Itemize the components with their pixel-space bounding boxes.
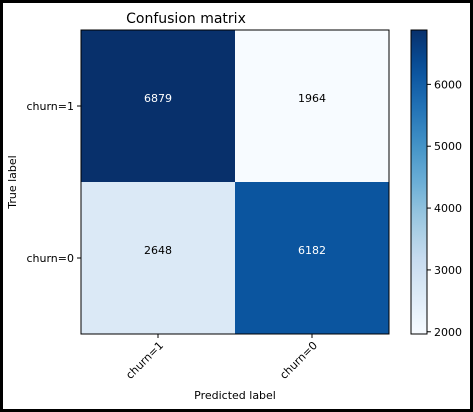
colorbar [410,29,428,335]
x-axis-label: Predicted label [194,389,276,402]
colorbar-tick-label: 4000 [434,202,462,215]
figure: Confusion matrix 6879 1964 2648 6182 churn=… [3,3,470,409]
x-axis-ticks: churn=1 churn=0 [123,334,320,382]
heatmap-cell [81,30,235,182]
cell-value-label: 6182 [298,244,326,257]
colorbar-tick-label: 2000 [434,326,462,339]
chart-title: Confusion matrix [126,11,246,27]
y-axis-label: True label [6,155,19,209]
heatmap-cell [81,182,235,334]
y-tick-label: churn=1 [26,100,74,113]
y-tick-label: churn=0 [26,252,74,265]
cell-value-labels: 6879 1964 2648 6182 [144,92,326,257]
cell-value-label: 1964 [298,92,326,105]
plot-frame [80,29,390,335]
colorbar-tick-label: 3000 [434,264,462,277]
colorbar-ticks: 2000 3000 4000 5000 6000 [427,78,462,339]
x-tick-label: churn=1 [123,339,166,382]
colorbar-tick-label: 6000 [434,78,462,91]
colorbar-tick-label: 5000 [434,140,462,153]
y-axis-ticks: churn=1 churn=0 [26,100,81,265]
heatmap-cells [81,30,389,334]
heatmap-cell [235,30,389,182]
cell-value-label: 2648 [144,244,172,257]
cell-value-label: 6879 [144,92,172,105]
confusion-matrix-chart: Confusion matrix 6879 1964 2648 6182 churn=… [6,11,462,402]
heatmap-cell [235,182,389,334]
x-tick-label: churn=0 [277,339,320,382]
